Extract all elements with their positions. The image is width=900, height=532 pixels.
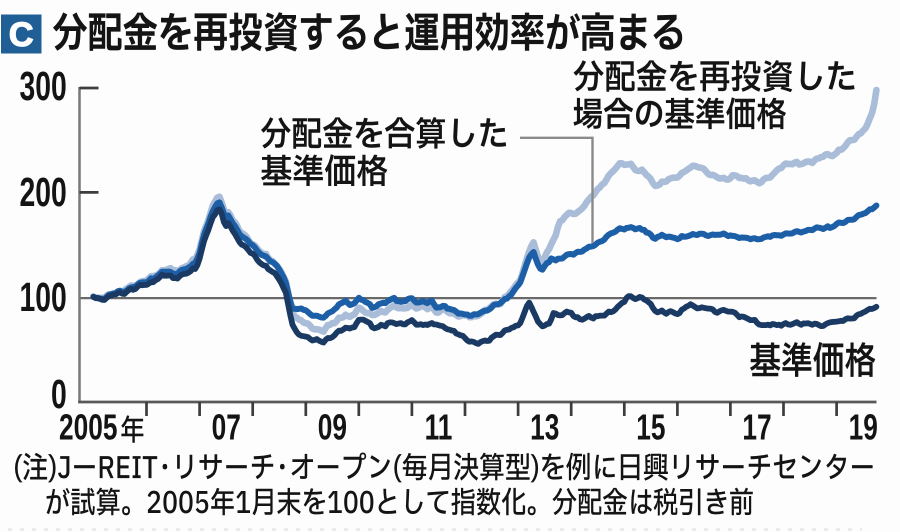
svg-text:0: 0	[51, 372, 67, 417]
svg-text:100: 100	[20, 275, 67, 320]
svg-text:2005: 2005	[59, 406, 117, 447]
svg-text:09: 09	[318, 406, 347, 447]
svg-text:19: 19	[849, 406, 878, 447]
svg-text:07: 07	[212, 406, 241, 447]
svg-text:C: C	[9, 16, 34, 54]
svg-text:17: 17	[742, 406, 771, 447]
svg-text:15: 15	[636, 406, 665, 447]
svg-text:11: 11	[425, 406, 453, 447]
svg-text:13: 13	[530, 406, 559, 447]
svg-text:300: 300	[20, 64, 67, 109]
svg-text:200: 200	[20, 170, 67, 215]
